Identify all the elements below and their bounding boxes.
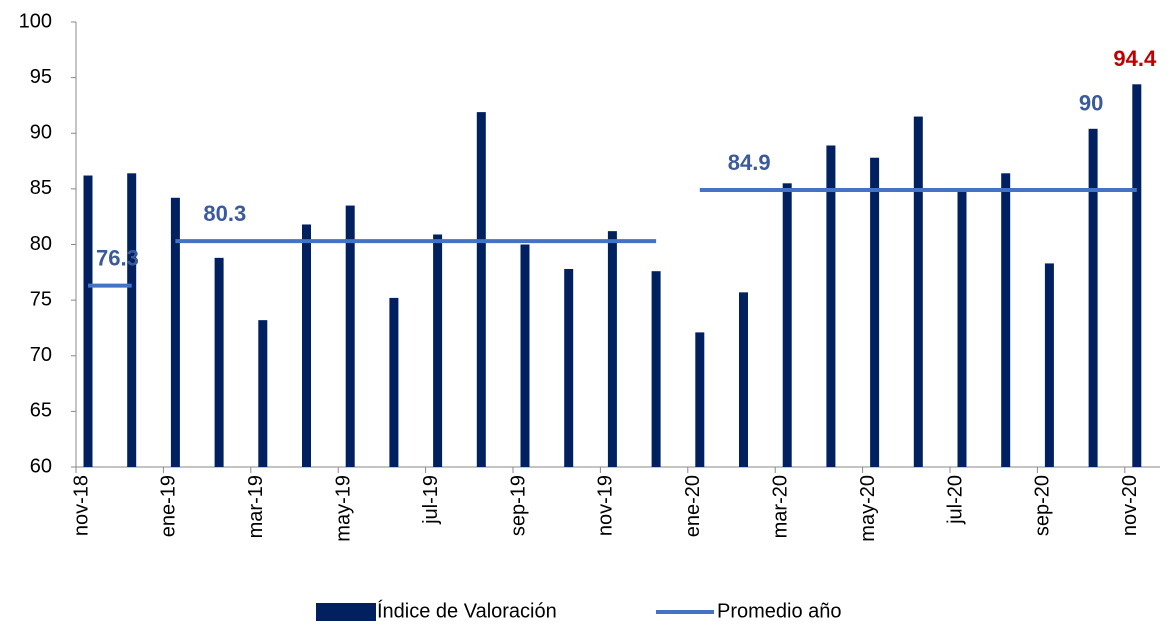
- x-tick-label: jul-19: [420, 475, 442, 525]
- bar: [83, 175, 93, 467]
- y-tick-label: 85: [30, 177, 52, 199]
- y-tick-label: 70: [30, 344, 52, 366]
- bar: [127, 173, 137, 468]
- bar: [520, 244, 530, 467]
- x-tick-label: may-19: [332, 475, 354, 542]
- bar: [214, 257, 224, 467]
- legend-label: Índice de Valoración: [377, 599, 557, 622]
- bar: [607, 231, 617, 467]
- data-label: 90: [1079, 91, 1103, 116]
- data-label: 76.3: [96, 245, 139, 270]
- bar: [913, 116, 923, 467]
- x-tick-label: sep-19: [507, 475, 529, 536]
- y-tick-label: 65: [30, 400, 52, 422]
- bar: [1088, 128, 1098, 468]
- bar: [345, 205, 355, 467]
- y-tick-label: 90: [30, 122, 52, 144]
- bar: [1044, 263, 1054, 467]
- legend-label: Promedio año: [717, 600, 842, 622]
- bar: [739, 292, 748, 467]
- bar: [433, 234, 443, 467]
- bar: [170, 197, 180, 467]
- x-tick-label: mar-19: [245, 475, 267, 538]
- bar: [1132, 84, 1142, 468]
- data-label: 80.3: [203, 201, 246, 226]
- x-tick-label: mar-20: [769, 475, 791, 538]
- bar: [1001, 173, 1011, 468]
- y-tick-label: 75: [30, 288, 52, 310]
- bar: [826, 145, 836, 468]
- bar: [782, 183, 792, 467]
- bar: [957, 189, 967, 468]
- data-label: 94.4: [1113, 46, 1157, 71]
- bar: [870, 157, 880, 467]
- bar: [476, 112, 486, 468]
- x-tick-label: jul-20: [944, 475, 966, 525]
- y-tick-label: 100: [19, 10, 52, 32]
- bar: [564, 268, 574, 467]
- x-tick-label: sep-20: [1032, 475, 1054, 536]
- x-tick-label: nov-20: [1119, 475, 1141, 536]
- y-tick-label: 60: [30, 455, 52, 477]
- data-label: 84.9: [728, 150, 771, 175]
- x-tick-label: nov-19: [595, 475, 617, 536]
- bar: [302, 224, 311, 467]
- x-tick-label: ene-20: [682, 475, 704, 537]
- bar: [651, 271, 661, 467]
- x-tick-label: nov-18: [70, 475, 92, 536]
- y-tick-label: 95: [30, 66, 52, 88]
- y-tick-label: 80: [30, 233, 52, 255]
- bar: [695, 332, 705, 467]
- bar: [258, 320, 268, 467]
- bar: [389, 297, 399, 467]
- x-tick-label: ene-19: [158, 475, 180, 537]
- x-tick-label: may-20: [857, 475, 879, 542]
- legend-swatch: [316, 603, 376, 621]
